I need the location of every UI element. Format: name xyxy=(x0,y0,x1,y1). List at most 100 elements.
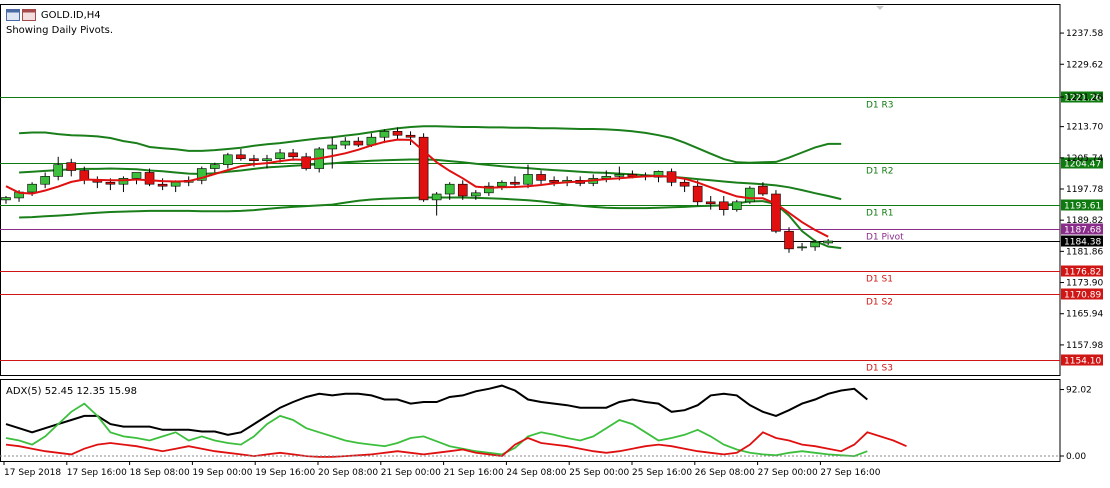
pivot-price-1: 1204.47 xyxy=(1064,160,1101,170)
pivot-subtitle: Showing Daily Pivots. xyxy=(6,25,114,36)
candle-body-23 xyxy=(301,156,311,169)
bollinger-bands xyxy=(19,125,842,250)
pivot-lines: D1 R3 D1 R2 D1 R1 D1 Pivot D1 S1 D1 S2 D1 S3 xyxy=(0,97,1060,374)
candle-body-62 xyxy=(810,241,820,248)
adx-panel-border xyxy=(0,379,1061,462)
candle-body-41 xyxy=(536,174,546,181)
candle-body-55 xyxy=(718,201,729,210)
current-price-tag xyxy=(1061,235,1103,247)
candle-body-20 xyxy=(262,158,272,162)
current-price-value: 1184.38 xyxy=(1064,238,1101,248)
candle-body-21 xyxy=(275,152,285,160)
time-tick-label-13: 27 Sep 16:00 xyxy=(820,468,880,478)
candle-body-56 xyxy=(731,201,742,210)
chart-frame xyxy=(0,4,1061,462)
candle-body-53 xyxy=(692,185,703,203)
pivot-price-5: 1170.89 xyxy=(1064,291,1101,301)
candle-body-42 xyxy=(549,179,559,183)
pivot-label-3: D1 Pivot xyxy=(866,233,904,243)
chart-symbol-title: GOLD.ID,H4 xyxy=(40,9,101,21)
pivot-price-tag-0 xyxy=(1061,91,1103,103)
candle-body-58 xyxy=(758,185,768,195)
time-tick-label-7: 21 Sep 16:00 xyxy=(444,468,504,478)
pivot-label-2: D1 R1 xyxy=(866,209,894,219)
candle-body-10 xyxy=(131,172,142,179)
pivot-price-tag-3 xyxy=(1061,223,1103,235)
candle-body-5 xyxy=(66,162,77,171)
candle-body-25 xyxy=(327,144,338,150)
adx-series-plusdi-line xyxy=(5,402,868,458)
price-tick-label-10: 1157.98 xyxy=(1066,341,1103,351)
candle-body-59 xyxy=(771,193,781,232)
pivot-price-tag-5 xyxy=(1061,288,1103,300)
main-panel-border xyxy=(0,4,1061,376)
candlesticks xyxy=(1,127,833,253)
candle-body-22 xyxy=(288,152,298,158)
candle-body-50 xyxy=(653,170,664,178)
candle-body-63 xyxy=(823,240,833,244)
time-tick-label-0: 17 Sep 2018 xyxy=(4,468,61,478)
pivot-price-tag-2 xyxy=(1061,199,1103,211)
candle-body-8 xyxy=(105,181,116,185)
pivot-label-4: D1 S1 xyxy=(866,275,893,285)
price-axis: 1221.26 1204.47 1193.61 1187.68 1176.82 1170.… xyxy=(1060,29,1103,367)
price-tick-label-9: 1165.94 xyxy=(1066,310,1103,320)
candle-body-35 xyxy=(457,183,468,197)
time-tick-label-2: 18 Sep 08:00 xyxy=(130,468,190,478)
candle-body-0 xyxy=(1,197,11,201)
candle-body-40 xyxy=(523,174,533,185)
candle-body-52 xyxy=(679,181,690,187)
moving-average-line xyxy=(5,138,829,238)
price-tick-label-2: 1221.26 xyxy=(1066,93,1103,103)
chart-window-icon xyxy=(6,9,36,21)
candle-body-38 xyxy=(497,181,507,187)
adx-indicator-label: ADX(5) 52.45 12.35 15.98 xyxy=(6,386,137,397)
pivot-label-1: D1 R2 xyxy=(866,167,894,177)
candle-body-18 xyxy=(236,154,246,160)
candle-body-26 xyxy=(340,140,351,146)
pivot-price-6: 1154.10 xyxy=(1064,357,1101,367)
price-tick-label-1: 1229.62 xyxy=(1066,60,1103,70)
candle-body-32 xyxy=(418,136,429,201)
candle-body-31 xyxy=(405,134,416,138)
pivot-price-tag-6 xyxy=(1061,354,1103,366)
pivot-label-0: D1 R3 xyxy=(866,101,894,111)
bollinger-band-mid-line xyxy=(19,158,842,201)
pivot-price-3: 1187.68 xyxy=(1064,226,1101,236)
candle-body-39 xyxy=(510,181,520,185)
candle-body-61 xyxy=(797,246,807,249)
pivot-price-tag-1 xyxy=(1061,157,1103,169)
time-tick-label-9: 25 Sep 00:00 xyxy=(569,468,629,478)
time-tick-label-1: 17 Sep 16:00 xyxy=(67,468,127,478)
candle-body-19 xyxy=(249,158,259,162)
candle-body-3 xyxy=(40,176,50,185)
pivot-price-2: 1193.61 xyxy=(1064,202,1101,212)
pivot-label-6: D1 S3 xyxy=(866,364,893,374)
adx-panel: 92.02 0.00 xyxy=(0,384,1092,462)
price-tick-label-8: 1173.90 xyxy=(1066,279,1103,289)
candle-body-34 xyxy=(444,183,455,195)
price-tick-label-7: 1181.86 xyxy=(1066,247,1103,257)
price-tick-label-3: 1213.70 xyxy=(1066,123,1103,133)
candle-body-11 xyxy=(144,172,155,185)
candle-body-15 xyxy=(196,168,207,181)
bollinger-band-lower-line xyxy=(19,196,842,250)
candle-body-54 xyxy=(705,201,716,205)
candle-body-37 xyxy=(484,185,494,194)
price-tick-label-5: 1197.78 xyxy=(1066,185,1103,195)
candle-body-47 xyxy=(614,174,625,177)
time-tick-label-8: 24 Sep 08:00 xyxy=(506,468,566,478)
candle-body-17 xyxy=(223,154,233,165)
pivot-price-0: 1221.26 xyxy=(1064,94,1101,104)
pivot-label-5: D1 S2 xyxy=(866,298,893,308)
moving-average xyxy=(5,138,829,238)
price-tick-label-6: 1189.82 xyxy=(1066,216,1103,226)
time-tick-label-10: 25 Sep 16:00 xyxy=(632,468,692,478)
time-tick-label-12: 27 Sep 00:00 xyxy=(758,468,818,478)
candle-body-33 xyxy=(431,193,442,201)
time-tick-label-6: 21 Sep 00:00 xyxy=(381,468,441,478)
time-tick-label-3: 19 Sep 00:00 xyxy=(192,468,252,478)
candle-body-27 xyxy=(353,140,364,146)
